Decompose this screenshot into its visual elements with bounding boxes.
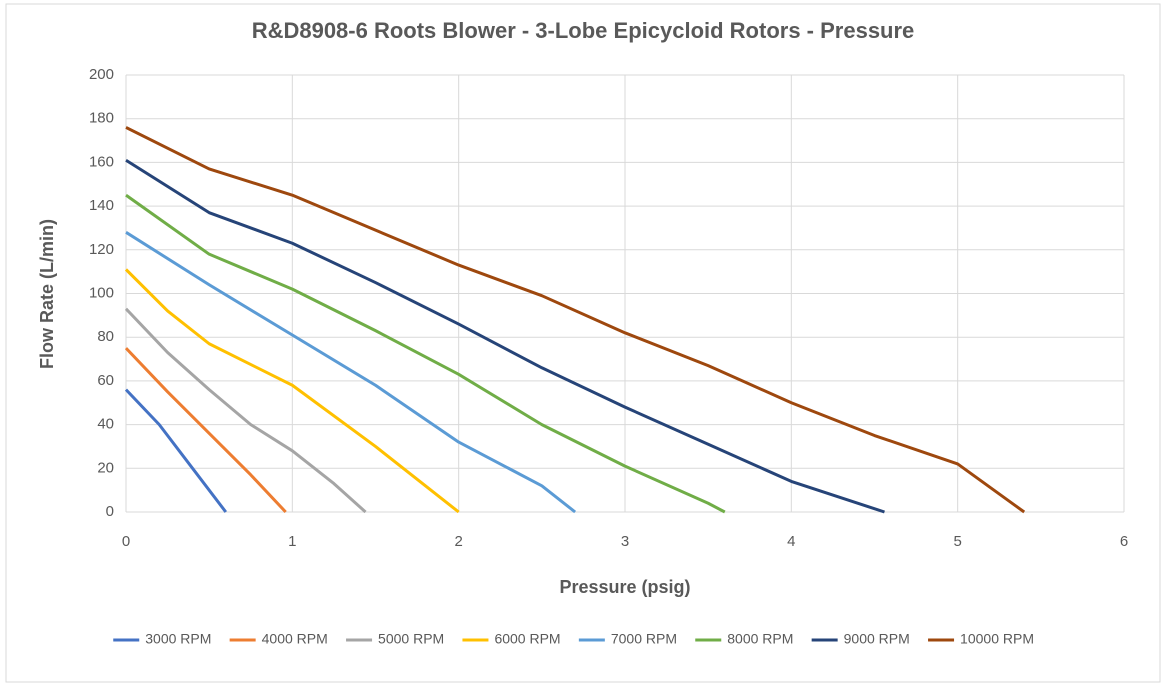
legend-label: 3000 RPM [145,631,211,647]
y-tick-label: 0 [106,503,114,520]
x-tick-label: 2 [454,533,462,550]
legend-label: 6000 RPM [494,631,560,647]
y-tick-label: 40 [97,416,114,433]
y-tick-label: 140 [89,197,114,214]
x-tick-label: 0 [122,533,130,550]
legend-label: 9000 RPM [844,631,910,647]
series-line [125,158,885,514]
series-line [124,388,227,513]
y-tick-label: 160 [89,153,114,170]
legend-label: 4000 RPM [262,631,328,647]
series-line [124,268,460,514]
series-line [124,347,287,514]
y-tick-label: 100 [89,284,114,301]
x-tick-label: 3 [621,533,629,550]
y-tick-label: 180 [89,110,114,127]
x-tick-label: 5 [953,533,961,550]
y-tick-label: 120 [89,241,114,258]
y-tick-label: 60 [97,372,114,389]
x-tick-label: 1 [288,533,296,550]
y-tick-label: 20 [97,459,114,476]
series-line [125,193,726,514]
x-tick-label: 4 [787,533,795,550]
x-tick-label: 6 [1120,533,1128,550]
legend-label: 7000 RPM [611,631,677,647]
legend-label: 10000 RPM [960,631,1034,647]
x-axis-label: Pressure (psig) [559,577,690,597]
series-line [125,231,577,514]
legend-label: 8000 RPM [727,631,793,647]
y-axis-label: Flow Rate (L/min) [37,219,57,369]
y-tick-label: 80 [97,328,114,345]
series-line [124,307,367,514]
legend-label: 5000 RPM [378,631,444,647]
y-tick-label: 200 [89,66,114,83]
chart-title: R&D8908-6 Roots Blower - 3-Lobe Epicyclo… [252,18,915,43]
series-line [125,126,1026,514]
chart-border [5,3,1161,683]
